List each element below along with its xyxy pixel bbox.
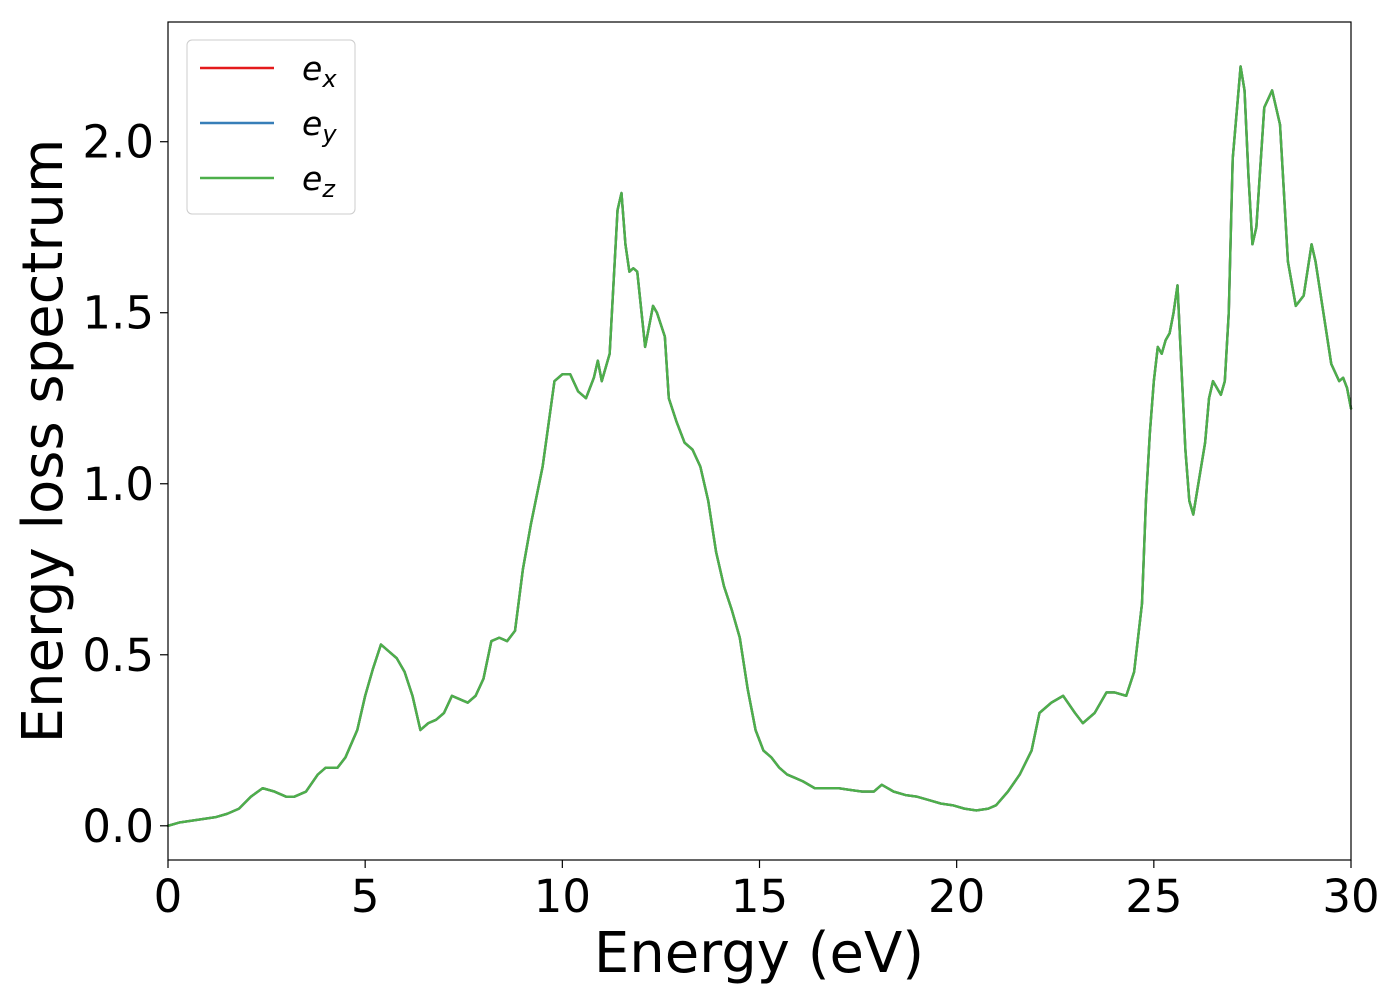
legend-label-z: ez [302,159,336,203]
x-tick-label: 30 [1322,870,1379,923]
x-tick-label: 20 [928,870,985,923]
series-line-z [166,65,1353,827]
legend-label-base: e [302,49,322,88]
legend-label-base: e [302,159,322,198]
x-axis-label: Energy (eV) [594,921,924,986]
x-axis-ticks: 0 5 10 15 20 25 30 [154,860,1380,923]
y-tick-label: 0.0 [82,800,154,853]
legend-label-y: ey [302,104,337,148]
x-tick-label: 5 [351,870,380,923]
y-tick-label: 1.0 [82,458,154,511]
legend-label-subscript: x [321,65,337,93]
series-layer [166,65,1353,827]
y-tick-label: 2.0 [82,116,154,169]
legend-label-base: e [302,104,322,143]
legend-label-x: ex [302,49,337,93]
legend-box [186,39,356,215]
legend-label-subscript: y [321,120,337,148]
y-axis-ticks: 0.0 0.5 1.0 1.5 2.0 [82,116,168,853]
legend-label-subscript: z [321,175,336,203]
y-tick-label: 1.5 [82,287,154,340]
x-tick-label: 10 [534,870,591,923]
x-tick-label: 25 [1125,870,1182,923]
x-tick-label: 15 [731,870,788,923]
x-tick-label: 0 [154,870,183,923]
y-tick-label: 0.5 [82,629,154,682]
y-axis-label: Energy loss spectrum [11,139,76,744]
